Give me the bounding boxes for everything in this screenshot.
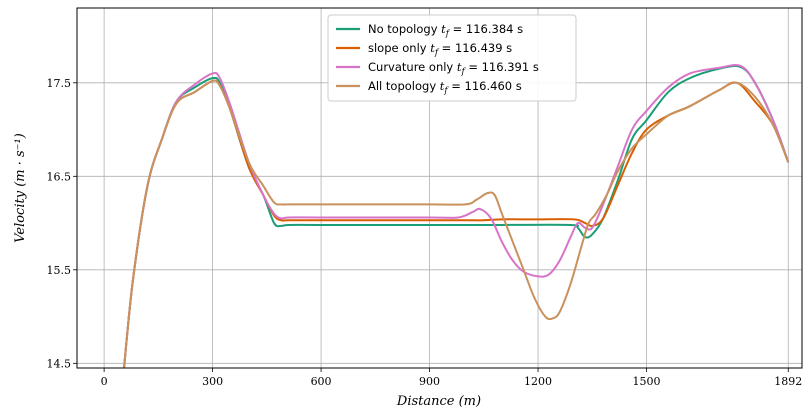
x-tick-label: 1892 bbox=[774, 375, 802, 388]
y-axis-label: Velocity (m · s⁻¹) bbox=[13, 133, 28, 243]
y-tick-label: 15.5 bbox=[47, 264, 72, 277]
x-tick-label: 0 bbox=[101, 375, 108, 388]
x-tick-label: 1500 bbox=[633, 375, 661, 388]
y-tick-label: 17.5 bbox=[47, 77, 72, 90]
plot-frame bbox=[76, 7, 803, 369]
ticks: 0 300 600 900 1200 1500 1892 14.5 15.5 16.5 17.5 bbox=[47, 77, 803, 388]
legend: No topology tf = 116.384 s slope only tf … bbox=[327, 14, 577, 102]
legend-label: Curvature only tf = 116.391 s bbox=[368, 60, 539, 77]
legend-box bbox=[327, 14, 577, 102]
legend-label: slope only tf = 116.439 s bbox=[368, 41, 512, 58]
y-tick-label: 16.5 bbox=[47, 170, 72, 183]
x-axis-label: Distance (m) bbox=[396, 394, 481, 409]
series-lines bbox=[123, 64, 790, 368]
series-line-3 bbox=[123, 64, 790, 368]
x-tick-label: 900 bbox=[419, 375, 440, 388]
x-tick-label: 600 bbox=[311, 375, 332, 388]
legend-label: No topology tf = 116.384 s bbox=[368, 22, 523, 39]
x-tick-label: 300 bbox=[202, 375, 223, 388]
series-line-1 bbox=[123, 64, 790, 368]
legend-label: All topology tf = 116.460 s bbox=[368, 79, 522, 96]
y-tick-label: 14.5 bbox=[47, 357, 72, 370]
x-tick-label: 1200 bbox=[524, 375, 552, 388]
series-line-4 bbox=[123, 79, 790, 368]
